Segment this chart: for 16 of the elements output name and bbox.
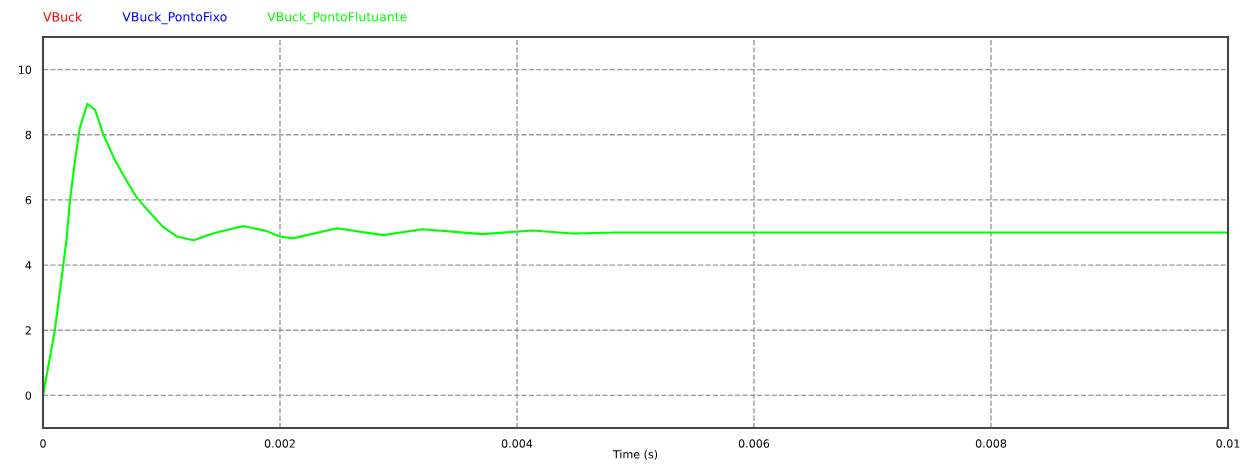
legend-label: VBuck_PontoFixo	[122, 11, 227, 25]
y-tick-label: 0	[25, 391, 32, 400]
x-axis-title: Time (s)	[612, 449, 658, 460]
y-tick-label: 2	[25, 326, 31, 335]
y-tick-label: 10	[18, 65, 32, 74]
legend-label: VBuck	[43, 11, 83, 22]
y-tick-label: 6	[25, 195, 32, 205]
x-tick-label: 0.002	[264, 439, 295, 448]
x-tick-label: 0.004	[501, 439, 533, 448]
x-tick-label: 0	[40, 439, 46, 448]
x-tick-label: 0.01	[1216, 439, 1240, 448]
y-tick-label: 4	[25, 261, 32, 270]
x-tick-label: 0.008	[975, 439, 1007, 448]
y-tick-label: 8	[25, 130, 32, 140]
x-tick-label: 0.006	[738, 439, 770, 448]
text: VBuck_PontoFlutuante	[267, 11, 407, 25]
